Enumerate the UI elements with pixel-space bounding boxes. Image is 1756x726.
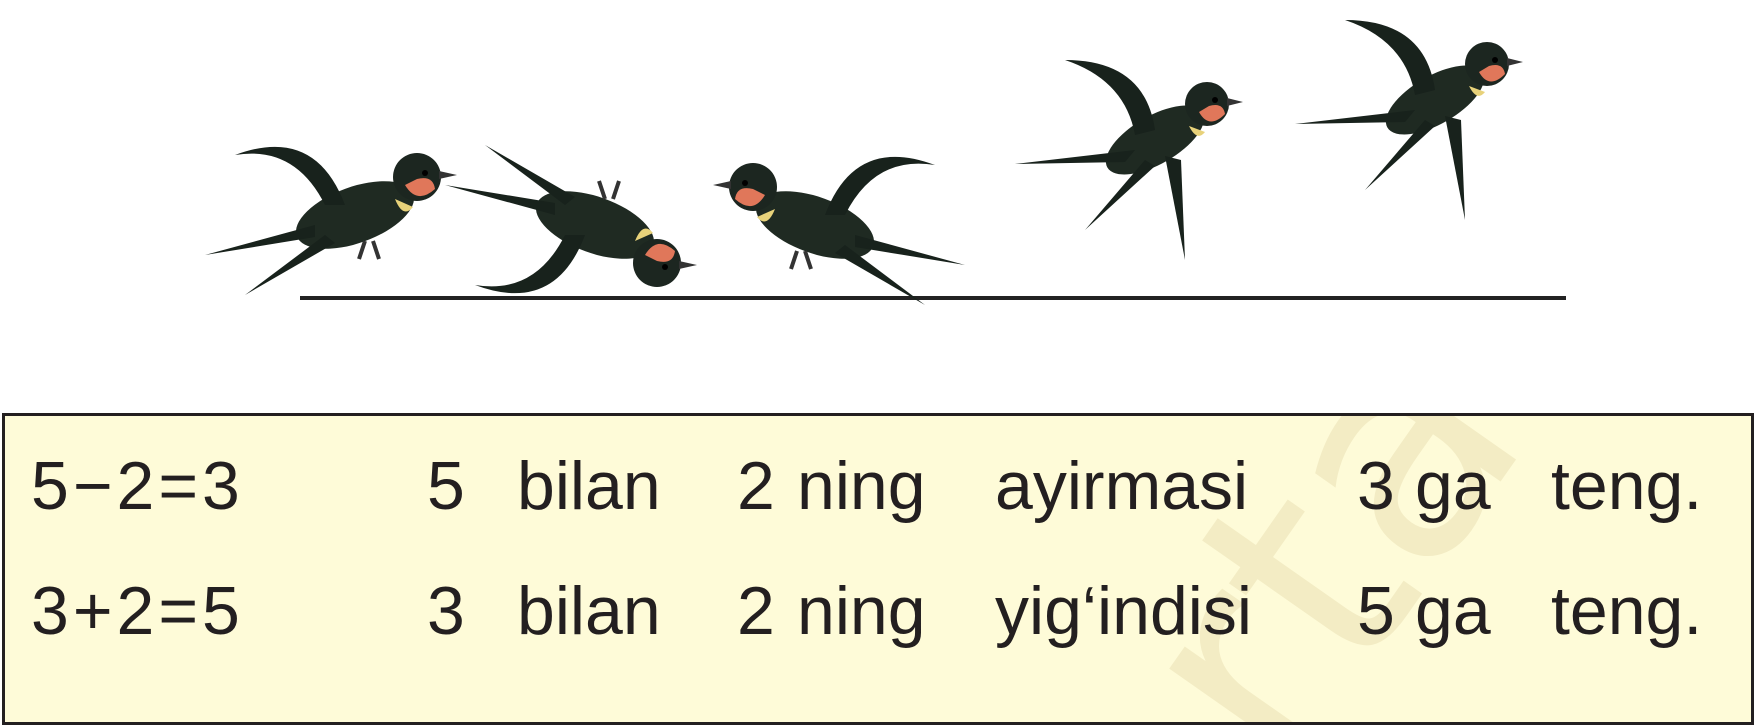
number-result: 5 xyxy=(1357,573,1395,649)
number-first: 5 xyxy=(427,448,465,524)
suffix-ning: ning xyxy=(797,573,926,649)
word-teng: teng. xyxy=(1551,448,1703,524)
number-second: 2 xyxy=(737,573,775,649)
word-bilan: bilan xyxy=(517,573,661,649)
equation-expression: 5−2=3 xyxy=(31,448,244,524)
swallows-illustration xyxy=(203,20,1566,307)
bird-5 xyxy=(1295,20,1523,220)
bird-2 xyxy=(443,143,699,296)
equation-row-addition: 3+2=5 3 bilan 2 ning yig‘indisi 5 ga ten… xyxy=(5,566,1751,656)
number-result: 3 xyxy=(1357,448,1395,524)
bird-3 xyxy=(711,154,967,307)
word-bilan: bilan xyxy=(517,448,661,524)
word-teng: teng. xyxy=(1551,573,1703,649)
equation-box: orta 5−2=3 5 bilan 2 ning ayirmasi 3 ga … xyxy=(2,413,1754,725)
bird-4 xyxy=(1015,60,1243,260)
suffix-ning: ning xyxy=(797,448,926,524)
operation-word: yig‘indisi xyxy=(995,573,1252,649)
number-second: 2 xyxy=(737,448,775,524)
suffix-ga: ga xyxy=(1415,573,1491,649)
operation-word: ayirmasi xyxy=(995,448,1249,524)
bird-1 xyxy=(203,144,459,297)
equation-row-subtraction: 5−2=3 5 bilan 2 ning ayirmasi 3 ga teng. xyxy=(5,441,1751,531)
suffix-ga: ga xyxy=(1415,448,1491,524)
equation-expression: 3+2=5 xyxy=(31,573,244,649)
number-first: 3 xyxy=(427,573,465,649)
